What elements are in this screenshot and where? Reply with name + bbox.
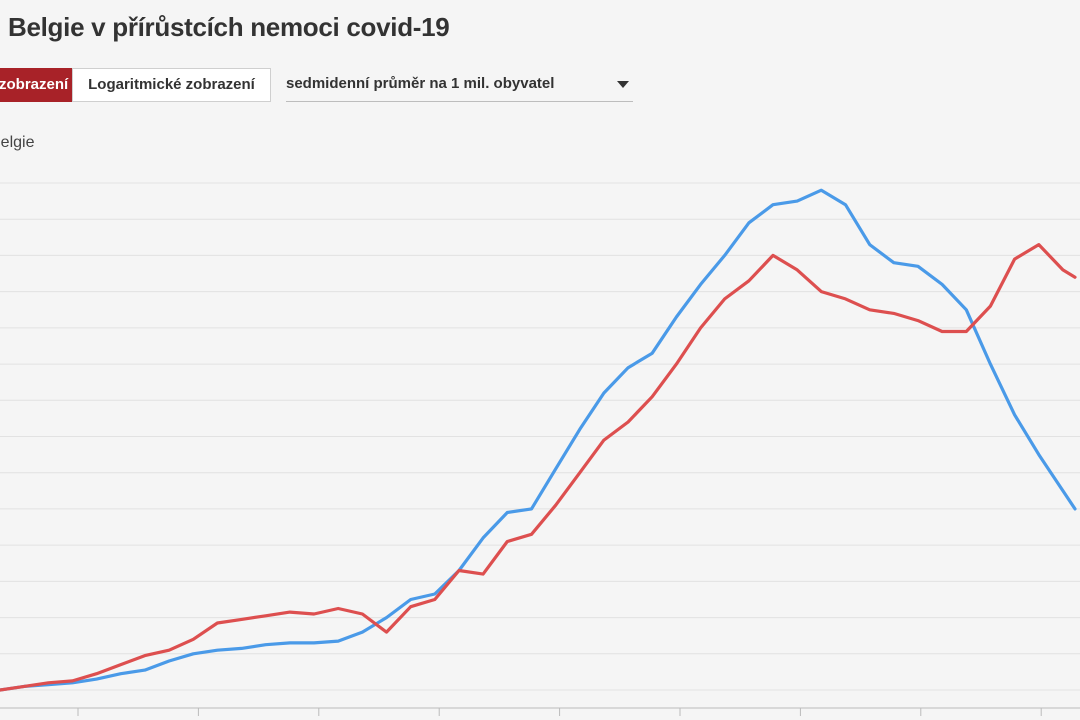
metric-select[interactable]: sedmidenní průměr na 1 mil. obyvatel <box>286 68 633 102</box>
series-line-red <box>0 243 1077 692</box>
metric-select-value: sedmidenní průměr na 1 mil. obyvatel <box>286 75 555 92</box>
chart-title: Belgie v přírůstcích nemoci covid-19 <box>8 12 450 42</box>
chevron-down-icon <box>617 81 629 88</box>
chart-lines <box>0 188 1077 692</box>
linear-view-button[interactable]: zobrazení <box>0 68 72 102</box>
x-axis <box>0 707 1080 716</box>
chart-grid <box>0 182 1080 691</box>
log-view-button[interactable]: Logaritmické zobrazení <box>72 68 271 102</box>
series-label: Belgie <box>0 134 35 151</box>
series-line-blue <box>0 188 1077 692</box>
